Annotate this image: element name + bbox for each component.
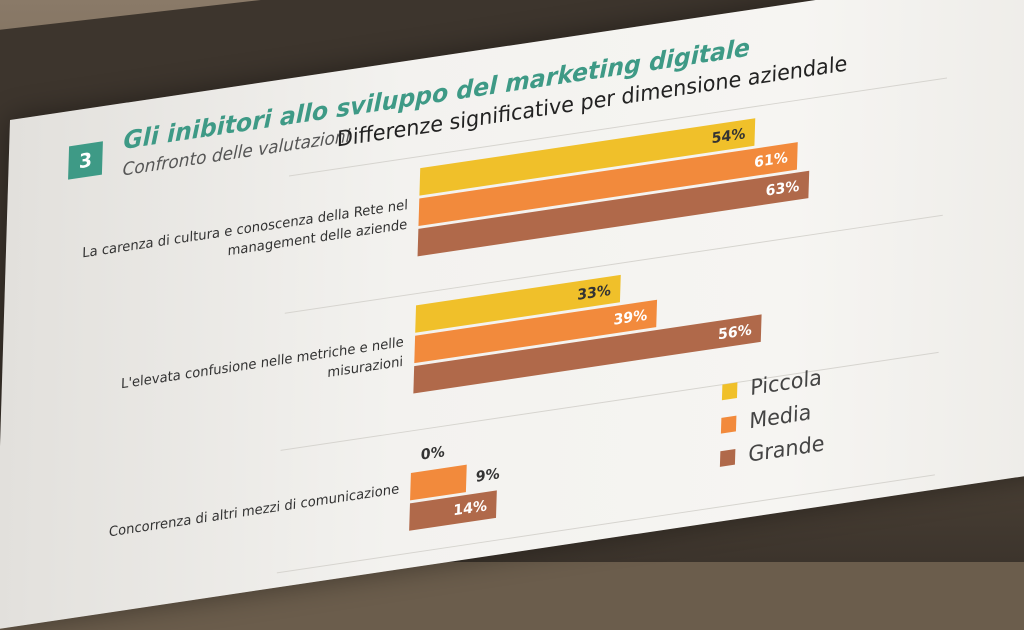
value-label: 63% [765, 178, 800, 199]
category-label: Concorrenza di altri mezzi di comunicazi… [109, 481, 400, 540]
bar-media [410, 464, 467, 501]
value-label: 39% [613, 307, 648, 328]
value-label: 56% [718, 322, 753, 343]
legend-swatch-grande [719, 449, 736, 467]
separator-line [280, 351, 939, 451]
value-label: 54% [711, 126, 746, 147]
bar-grande [409, 490, 497, 531]
value-label: 61% [754, 150, 789, 171]
bar-piccola [419, 118, 756, 196]
bar-media [414, 299, 658, 364]
legend-swatch-piccola [721, 382, 738, 401]
value-label: 14% [453, 498, 488, 519]
legend-label-piccola: Piccola [750, 365, 822, 401]
legend-swatch-media [720, 415, 737, 434]
bar-piccola [415, 274, 621, 333]
value-label: 9% [475, 466, 500, 486]
value-label: 33% [577, 283, 612, 304]
bar-grande [417, 170, 810, 257]
legend-label-media: Media [749, 400, 812, 435]
separator-line [288, 77, 948, 177]
value-label: 0% [421, 444, 446, 464]
separator-line [284, 214, 943, 314]
separator-line [276, 474, 935, 574]
legend-label-grande: Grande [748, 431, 825, 468]
bar-grande [413, 314, 762, 394]
bar-media [418, 142, 798, 226]
